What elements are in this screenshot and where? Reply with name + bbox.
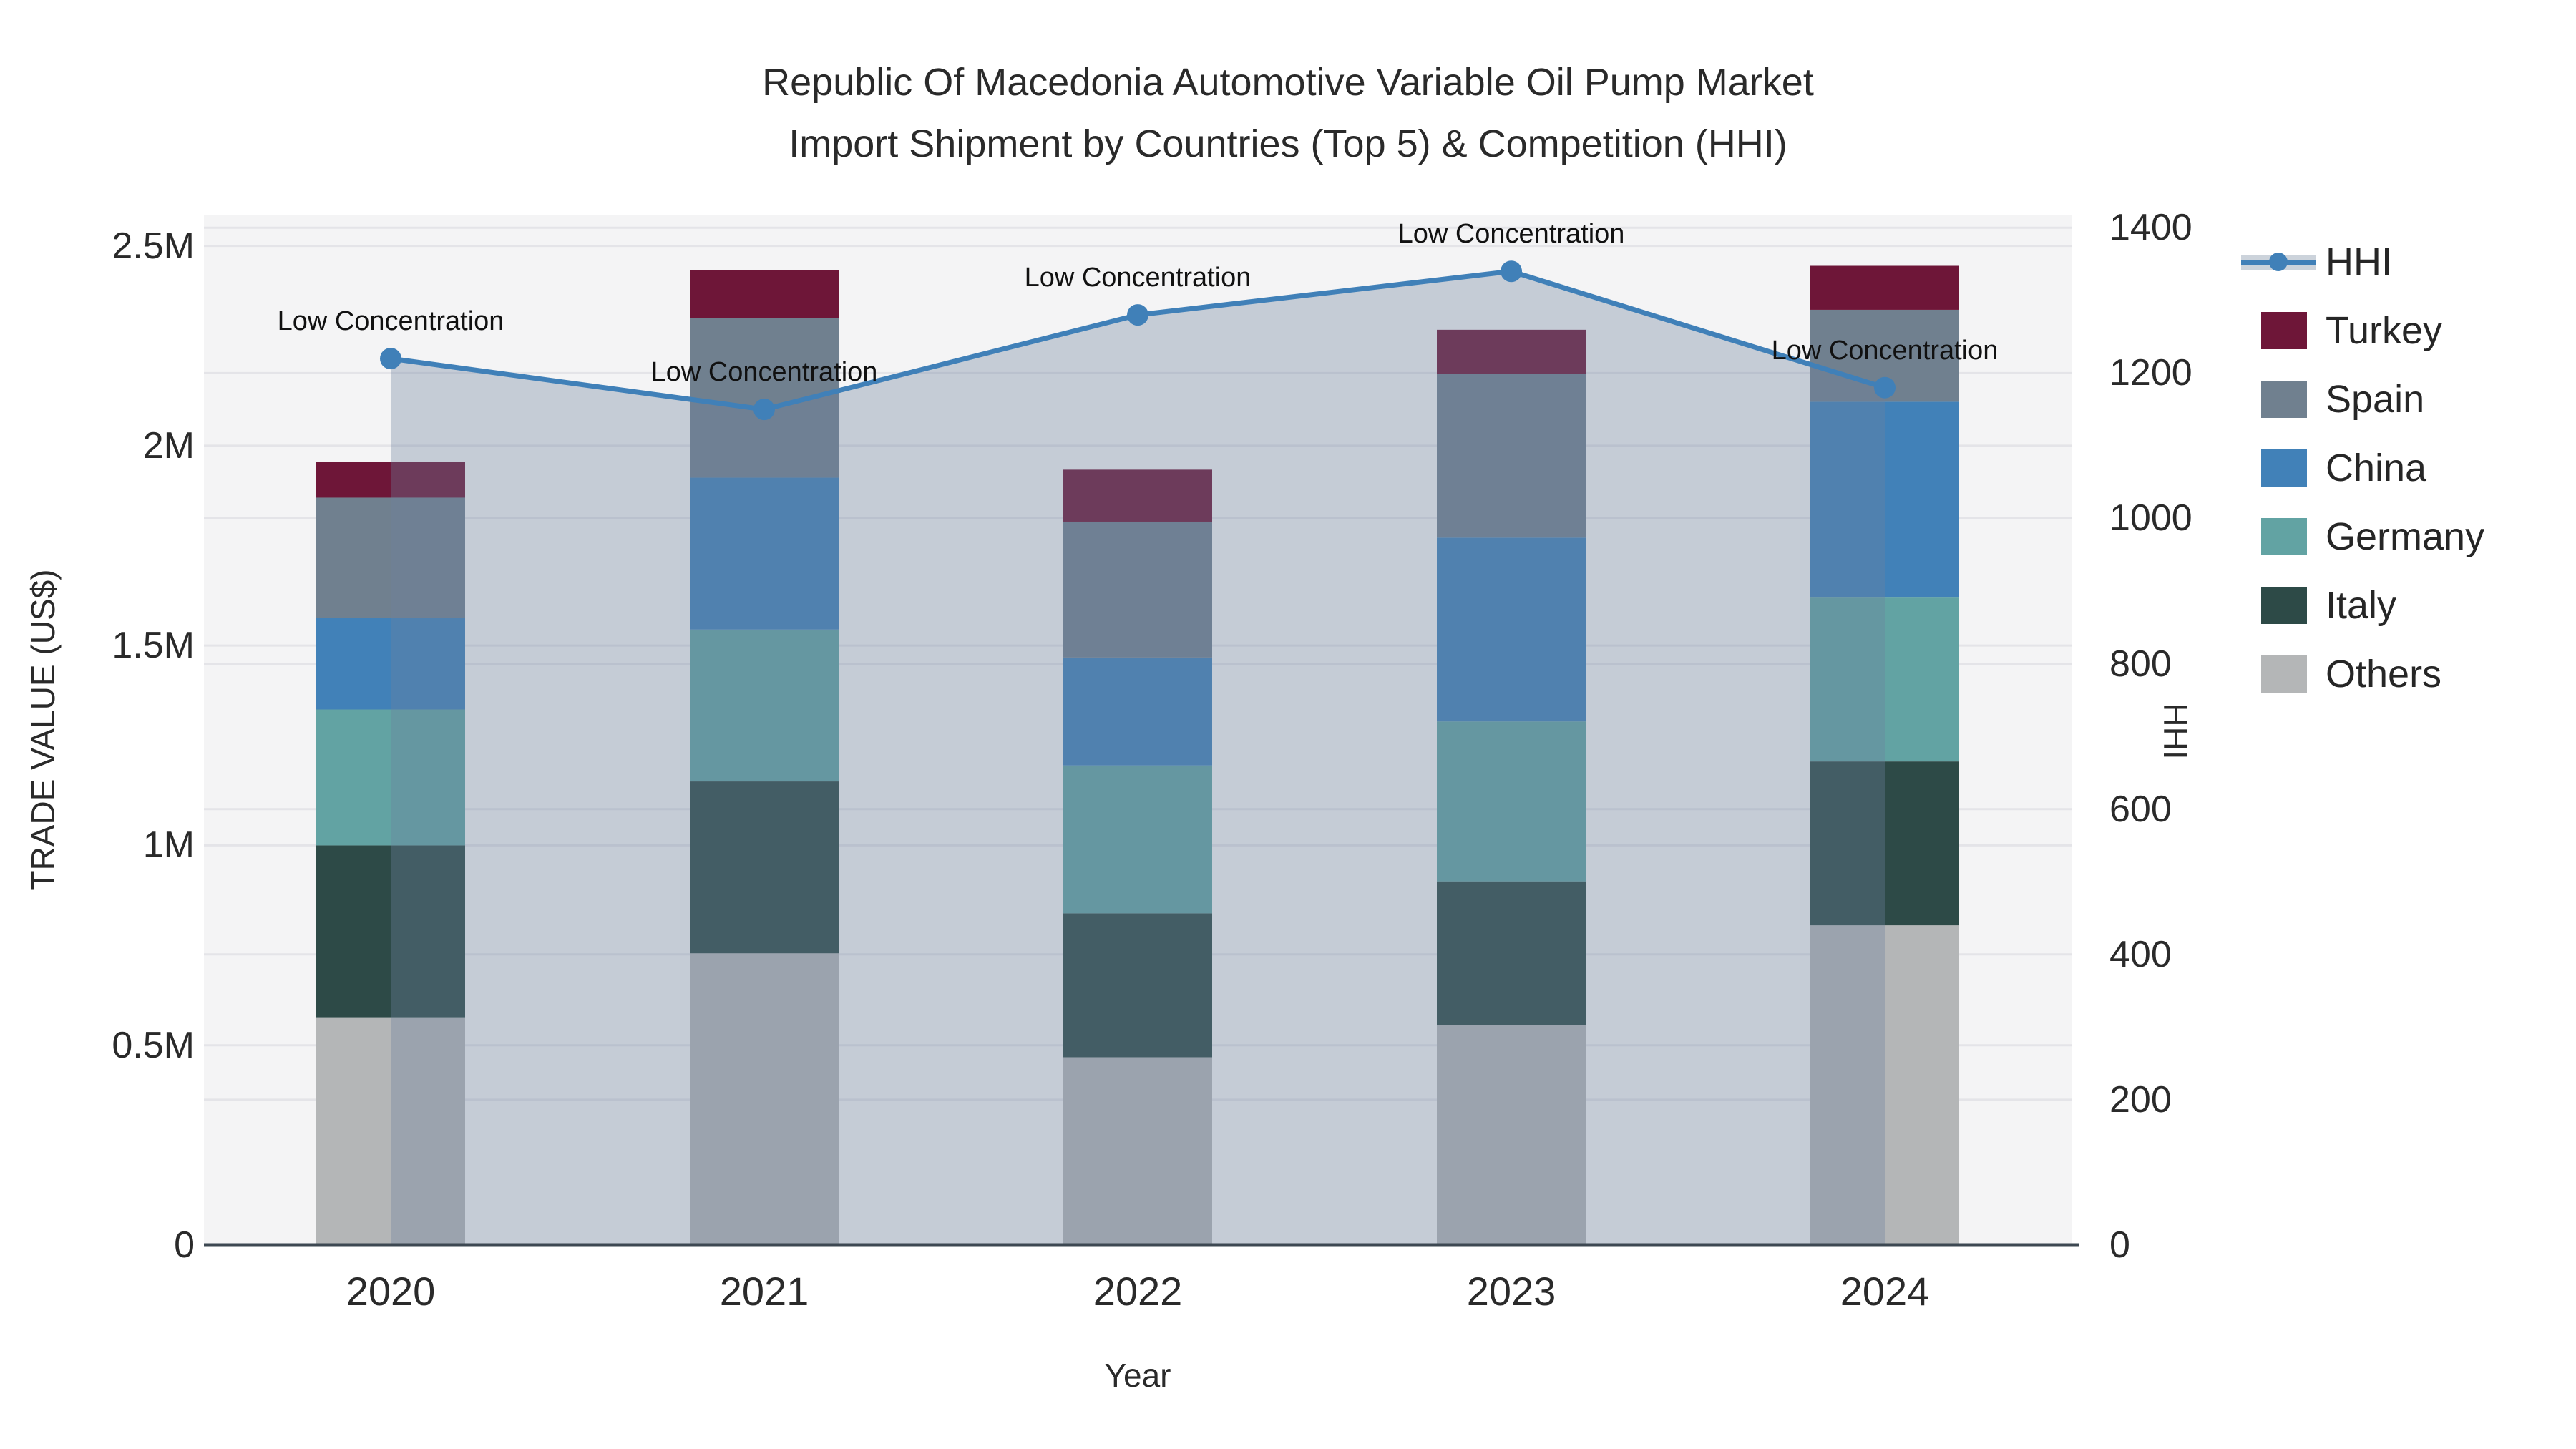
chart-title: Republic Of Macedonia Automotive Variabl…: [762, 52, 1814, 175]
bar-segment-china-2024: [1810, 401, 1959, 598]
hhi-marker-2023: [1501, 260, 1522, 283]
x-tick-2024: 2024: [1840, 1269, 1930, 1314]
y-tick-right-1000: 1000: [2109, 497, 2192, 540]
bar-segment-others-2020: [316, 1017, 465, 1245]
bar-segment-germany-2023: [1437, 721, 1586, 882]
bar-segment-italy-2022: [1063, 913, 1212, 1058]
legend-label-others: Others: [2326, 653, 2442, 696]
bar-segment-others-2023: [1437, 1025, 1586, 1245]
legend-item-germany[interactable]: Germany: [2261, 502, 2484, 571]
bar-segment-china-2021: [690, 477, 839, 630]
y-axis-title-right: HHI: [2157, 703, 2194, 760]
hhi-marker-2024: [1874, 376, 1896, 399]
annotation-low-concentration-2023: Low Concentration: [1397, 219, 1625, 250]
y-tick-right-600: 600: [2109, 788, 2172, 830]
legend-label-italy: Italy: [2326, 584, 2397, 627]
y-tick-left-2.5M: 2.5M: [112, 225, 195, 267]
legend-swatch-italy: [2261, 587, 2307, 624]
legend-item-china[interactable]: China: [2261, 434, 2484, 502]
legend-swatch-others: [2261, 655, 2307, 693]
x-tick-2023: 2023: [1466, 1269, 1556, 1314]
hhi-area-fill: [391, 271, 1885, 1245]
hhi-marker-2022: [1127, 304, 1148, 326]
hhi-marker-2020: [380, 348, 401, 370]
x-tick-2022: 2022: [1093, 1269, 1183, 1314]
bar-segment-turkey-2024: [1810, 265, 1959, 310]
legend-swatch-spain: [2261, 381, 2307, 418]
legend-label-germany: Germany: [2326, 515, 2485, 558]
legend-item-others[interactable]: Others: [2261, 640, 2484, 708]
bar-segment-germany-2022: [1063, 765, 1212, 914]
y-tick-left-0.5M: 0.5M: [112, 1024, 195, 1066]
hhi-marker-2021: [753, 399, 775, 421]
bar-segment-germany-2020: [316, 709, 465, 846]
bar-segment-spain-2023: [1437, 374, 1586, 538]
chart-title-line1: Republic Of Macedonia Automotive Variabl…: [762, 61, 1814, 104]
chart-title-line2: Import Shipment by Countries (Top 5) & C…: [789, 122, 1787, 165]
legend-item-turkey[interactable]: Turkey: [2261, 296, 2484, 365]
annotation-low-concentration-2024: Low Concentration: [1771, 335, 1999, 366]
legend-item-hhi[interactable]: HHI: [2241, 228, 2484, 296]
bar-segment-turkey-2020: [316, 462, 465, 498]
bar-segment-spain-2020: [316, 497, 465, 618]
y-tick-left-0: 0: [174, 1224, 195, 1266]
bar-segment-italy-2024: [1810, 761, 1959, 926]
legend-label-turkey: Turkey: [2326, 309, 2443, 352]
bar-segment-italy-2021: [690, 781, 839, 954]
bar-segment-others-2021: [690, 953, 839, 1245]
bar-segment-italy-2023: [1437, 881, 1586, 1025]
annotation-low-concentration-2022: Low Concentration: [1024, 263, 1252, 293]
bar-segment-turkey-2021: [690, 270, 839, 318]
bar-segment-china-2022: [1063, 657, 1212, 766]
bar-segment-china-2020: [316, 618, 465, 710]
legend: HHI Turkey Spain China Germany Italy Others: [2241, 228, 2484, 708]
bar-segment-turkey-2023: [1437, 329, 1586, 374]
y-tick-right-400: 400: [2109, 933, 2172, 975]
bar-segment-china-2023: [1437, 537, 1586, 722]
legend-swatch-china: [2261, 449, 2307, 487]
y-tick-right-0: 0: [2109, 1224, 2130, 1266]
bar-segment-others-2022: [1063, 1057, 1212, 1245]
bar-segment-others-2024: [1810, 925, 1959, 1245]
y-tick-right-1400: 1400: [2109, 207, 2192, 249]
bar-segment-germany-2024: [1810, 597, 1959, 762]
legend-label-spain: Spain: [2326, 378, 2425, 421]
legend-swatch-germany: [2261, 518, 2307, 555]
y-tick-left-1M: 1M: [142, 824, 195, 867]
bar-segment-spain-2022: [1063, 521, 1212, 658]
x-tick-2020: 2020: [346, 1269, 436, 1314]
y-axis-title-left: TRADE VALUE (US$): [24, 569, 62, 891]
legend-swatch-turkey: [2261, 312, 2307, 349]
bar-segment-turkey-2022: [1063, 469, 1212, 522]
legend-hhi-line-icon: [2241, 248, 2316, 276]
y-tick-left-2M: 2M: [142, 424, 195, 467]
y-tick-right-800: 800: [2109, 643, 2172, 685]
legend-label-china: China: [2326, 447, 2427, 489]
annotation-low-concentration-2021: Low Concentration: [650, 357, 878, 388]
annotation-low-concentration-2020: Low Concentration: [277, 306, 504, 337]
y-tick-right-1200: 1200: [2109, 352, 2192, 394]
legend-item-spain[interactable]: Spain: [2261, 365, 2484, 434]
x-axis-title: Year: [1104, 1357, 1171, 1394]
legend-item-italy[interactable]: Italy: [2261, 571, 2484, 640]
y-tick-right-200: 200: [2109, 1078, 2172, 1121]
x-tick-2021: 2021: [719, 1269, 809, 1314]
legend-label-hhi: HHI: [2326, 240, 2392, 283]
bar-segment-germany-2021: [690, 629, 839, 782]
bar-segment-italy-2020: [316, 845, 465, 1018]
y-tick-left-1.5M: 1.5M: [112, 625, 195, 667]
